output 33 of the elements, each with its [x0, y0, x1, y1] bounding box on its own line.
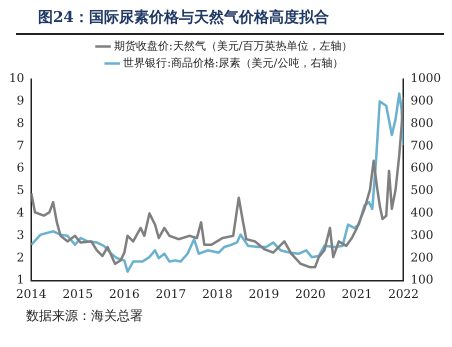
y2-tick-label: 900 [410, 94, 434, 108]
legend-label: 世界银行:商品价格:尿素（美元/公吨，右轴） [123, 56, 344, 70]
y-tick-label: 4 [16, 206, 25, 220]
y-tick-label: 5 [16, 183, 24, 198]
y-tick-label: 6 [16, 160, 24, 175]
y2-tick-label: 800 [410, 116, 434, 130]
y-tick-label: 8 [16, 116, 24, 130]
y-tick-label: 9 [16, 94, 24, 108]
x-tick-label: 2019 [248, 286, 280, 301]
chart-title: 图24：国际尿素价格与天然气价格高度拟合 [16, 0, 444, 35]
y2-tick-label: 200 [410, 250, 434, 264]
y2-tick-label: 100 [410, 272, 434, 287]
y-tick-label: 2 [16, 250, 24, 264]
x-tick-label: 2014 [16, 286, 47, 301]
y2-tick-label: 300 [410, 228, 434, 242]
y2-tick-label: 500 [410, 183, 434, 198]
y-tick-label: 1 [16, 272, 24, 287]
x-tick-label: 2020 [295, 286, 326, 301]
y2-tick-label: 400 [410, 206, 434, 220]
x-tick-label: 2016 [109, 286, 140, 301]
legend-label: 期货收盘价:天然气（美元/百万英热单位，左轴） [114, 39, 352, 52]
y2-tick-label: 1000 [410, 71, 442, 86]
x-tick-label: 2021 [342, 286, 372, 301]
x-tick-label: 2015 [62, 286, 94, 301]
x-tick-label: 2017 [156, 286, 186, 301]
y-tick-label: 7 [16, 138, 24, 152]
y-tick-label: 3 [16, 228, 24, 242]
y-tick-label: 10 [8, 71, 24, 86]
y2-tick-label: 600 [410, 160, 434, 175]
x-tick-label: 2022 [388, 286, 419, 301]
x-tick-label: 2018 [202, 286, 233, 301]
source-note: 数据来源：海关总署 [25, 308, 144, 325]
y2-tick-label: 700 [410, 138, 434, 152]
